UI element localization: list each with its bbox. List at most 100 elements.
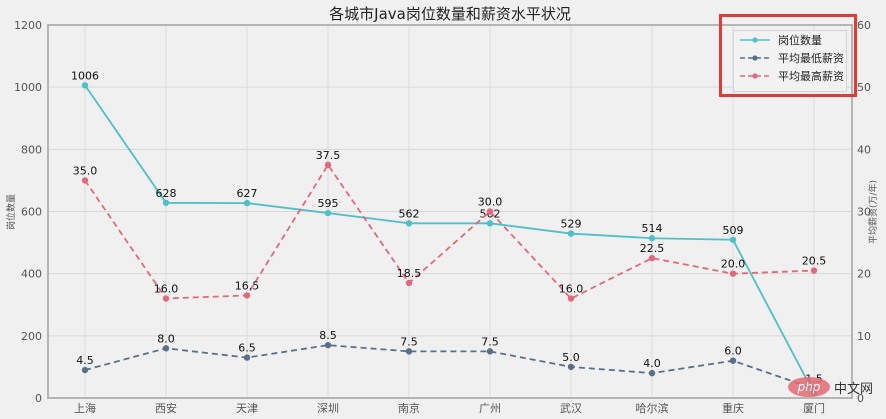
legend-item-max-salary: 平均最高薪资: [734, 67, 846, 85]
right-tick-label: 60: [857, 19, 871, 32]
x-tick-label: 哈尔滨: [636, 401, 669, 415]
x-axis-ticks: 上海 西安 天津 深圳 南京 广州 武汉 哈尔滨 重庆 厦门: [74, 401, 825, 415]
right-axis-ticks: 0 10 20 30 40 50 60: [857, 19, 871, 405]
legend-label: 平均最高薪资: [778, 70, 844, 83]
x-tick-label: 厦门: [803, 401, 825, 415]
data-point: [243, 199, 251, 207]
x-tick-label: 天津: [236, 402, 258, 415]
x-tick-label: 上海: [74, 401, 96, 415]
data-label: 595: [318, 197, 339, 210]
data-label: 37.5: [316, 149, 341, 162]
data-label: 1006: [71, 69, 99, 82]
data-label: 16.0: [154, 283, 179, 296]
watermark: php 中文网: [788, 377, 873, 397]
left-axis-ticks: 0 200 400 600 800 1000 1200: [14, 19, 42, 405]
left-axis-label: 岗位数量: [5, 194, 17, 230]
right-tick-label: 40: [857, 143, 871, 156]
data-point: [567, 230, 575, 237]
data-point: [648, 369, 656, 377]
data-point: [486, 220, 494, 227]
dashed-line-marker-icon: [740, 55, 770, 61]
data-point: [162, 199, 170, 206]
x-tick-label: 广州: [479, 402, 501, 415]
data-label: 20.0: [721, 258, 746, 271]
legend-label: 平均最低薪资: [778, 52, 844, 65]
data-point: [81, 82, 89, 89]
watermark-text: 中文网: [834, 381, 874, 397]
right-tick-label: 20: [857, 268, 871, 281]
series-layer: 10066286275955625625295145094.58.06.58.5…: [71, 69, 827, 397]
data-point: [567, 363, 575, 371]
data-label: 16.5: [235, 279, 260, 292]
data-label: 627: [237, 187, 258, 200]
data-point: [324, 341, 332, 349]
series-line: [84, 344, 815, 390]
left-tick-label: 600: [21, 206, 42, 219]
data-point: [729, 236, 737, 243]
right-tick-label: 10: [857, 330, 871, 343]
data-label: 30.0: [478, 196, 503, 209]
left-tick-label: 1200: [14, 19, 42, 32]
data-label: 22.5: [640, 242, 665, 255]
data-label: 18.5: [397, 267, 422, 280]
php-logo-icon: php: [788, 377, 830, 397]
data-point: [648, 235, 656, 242]
series-line: [84, 163, 815, 300]
data-label: 20.5: [802, 255, 827, 268]
data-label: 509: [723, 224, 744, 237]
x-tick-label: 武汉: [560, 402, 582, 415]
solid-line-marker-icon: [740, 37, 770, 43]
left-tick-label: 1000: [14, 81, 42, 94]
data-point: [81, 366, 89, 374]
data-point: [567, 295, 575, 302]
right-tick-label: 50: [857, 81, 871, 94]
legend-item-count: 岗位数量: [734, 31, 846, 49]
data-label: 8.5: [319, 329, 337, 342]
data-label: 4.5: [76, 354, 94, 367]
data-label: 514: [642, 222, 663, 235]
left-tick-label: 200: [21, 330, 42, 343]
right-tick-label: 30: [857, 206, 871, 219]
data-label: 4.0: [643, 357, 661, 370]
data-point: [81, 177, 89, 184]
data-label: 5.0: [562, 351, 580, 364]
data-point: [405, 220, 413, 227]
chart-title: 各城市Java岗位数量和薪资水平状况: [329, 5, 571, 23]
data-label: 7.5: [400, 335, 418, 348]
data-point: [405, 348, 413, 355]
data-label: 6.0: [724, 345, 742, 358]
series-line: [84, 84, 815, 394]
legend-highlight-box: [719, 14, 857, 97]
left-tick-label: 800: [21, 143, 42, 156]
data-label: 529: [561, 218, 582, 231]
data-point: [324, 161, 332, 169]
data-point: [405, 279, 413, 287]
legend-item-min-salary: 平均最低薪资: [734, 49, 846, 67]
data-label: 16.0: [559, 283, 584, 296]
left-tick-label: 0: [35, 392, 42, 405]
chart-legend: 岗位数量 平均最低薪资 平均最高薪资: [733, 30, 847, 92]
data-point: [243, 354, 251, 361]
x-tick-label: 南京: [398, 401, 420, 415]
data-point: [810, 267, 818, 274]
data-point: [729, 357, 737, 364]
data-point: [486, 208, 494, 215]
legend-label: 岗位数量: [778, 34, 822, 47]
left-tick-label: 400: [21, 268, 42, 281]
data-point: [162, 345, 170, 352]
plot-frame: [47, 24, 853, 399]
data-label: 8.0: [157, 332, 175, 345]
right-tick-label: 0: [857, 392, 864, 405]
data-point: [162, 295, 170, 302]
x-tick-label: 深圳: [317, 402, 339, 415]
dashed-line-marker-icon: [740, 73, 770, 79]
data-label: 6.5: [238, 342, 256, 355]
x-tick-label: 西安: [155, 401, 177, 415]
x-tick-label: 重庆: [722, 401, 744, 415]
data-label: 628: [156, 187, 177, 200]
data-label: 562: [399, 207, 420, 220]
data-point: [324, 209, 332, 217]
right-axis-label: 平均薪资(万/年): [867, 180, 879, 244]
data-point: [648, 254, 656, 262]
